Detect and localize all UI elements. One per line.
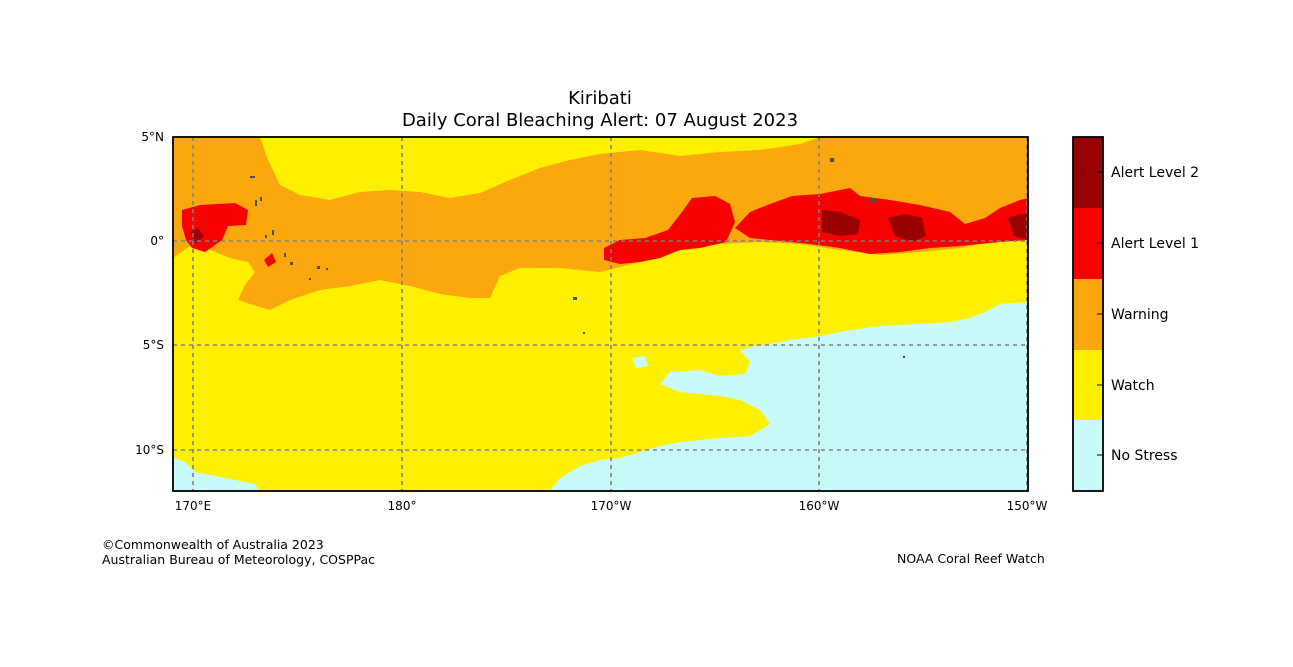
legend-label-alert-level-1: Alert Level 1 [1111,236,1199,252]
lat-tick-label: 5°S [143,338,164,352]
warning-region [173,137,1028,310]
alert-level-1-small [264,253,276,267]
land-islands [250,158,905,358]
lat-tick-label: 10°S [135,443,164,457]
alert-level-2-d [190,228,204,244]
lon-tick-label: 150°W [1007,499,1048,513]
no-stress-region [550,302,1028,491]
lon-tick-label: 180° [388,499,417,513]
lat-axis: 5°N 0° 5°S 10°S [135,130,164,457]
legend-colorbar: Alert Level 2 Alert Level 1 Warning Watc… [1072,136,1199,492]
lat-tick-label: 0° [150,234,164,248]
legend-label-watch: Watch [1111,378,1155,394]
lon-axis: 170°E 180° 170°W 160°W 150°W [175,499,1048,513]
legend-label-alert-level-2: Alert Level 2 [1111,165,1199,181]
map-subtitle: Daily Coral Bleaching Alert: 07 August 2… [401,110,799,131]
source-text: Australian Bureau of Meteorology, COSPPa… [102,552,375,567]
alert-level-2-a [822,210,860,236]
lon-tick-label: 170°W [591,499,632,513]
map-title: Kiribati [568,88,632,109]
credit-right: NOAA Coral Reef Watch [897,551,1045,566]
alert-level-2-b [888,214,926,242]
map-area [172,136,1029,492]
no-stress-patch [632,356,648,368]
lon-tick-label: 160°W [799,499,840,513]
copyright-text: ©Commonwealth of Australia 2023 [102,537,324,552]
no-stress-region-sw [173,457,260,491]
map-frame [172,136,1029,492]
alert-level-1-central [604,196,735,264]
graticule [173,137,1028,491]
alert-level-1-east [735,188,1028,254]
lon-tick-label: 170°E [175,499,212,513]
lat-tick-label: 5°N [141,130,164,144]
legend-label-warning: Warning [1111,307,1169,323]
alert-level-2-c [1008,214,1028,240]
legend-label-no-stress: No Stress [1111,448,1178,464]
credit-left: ©Commonwealth of Australia 2023 Australi… [102,537,375,567]
